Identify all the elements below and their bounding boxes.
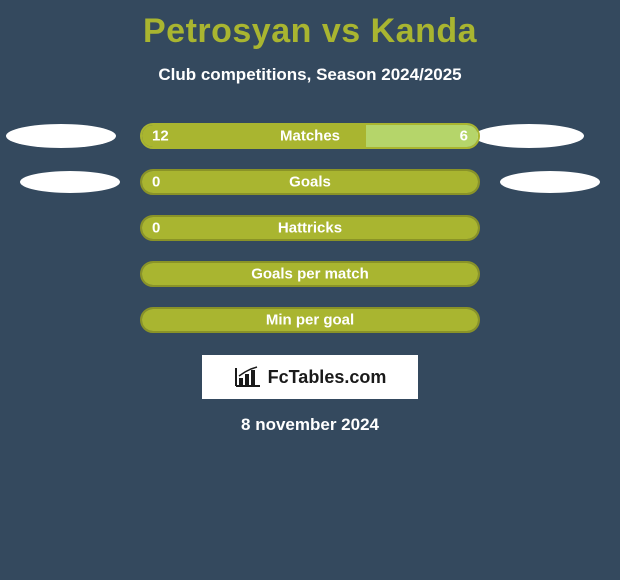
stat-row: Matches12 6 — [0, 113, 620, 159]
stat-value-left: 0 — [152, 174, 160, 191]
player-right-marker — [474, 124, 584, 148]
stat-label: Goals — [142, 174, 478, 191]
stat-label: Matches — [142, 128, 478, 145]
stat-value-left: 12 — [152, 128, 169, 145]
stat-bar: Min per goal — [140, 307, 480, 333]
logo-box: FcTables.com — [202, 355, 418, 399]
player-left-marker — [6, 124, 116, 148]
page-title: Petrosyan vs Kanda — [0, 0, 620, 51]
stat-value-right: 6 — [460, 128, 468, 145]
stat-rows: Matches126Goals0Hattricks0Goals per matc… — [0, 113, 620, 343]
player-left-marker — [20, 171, 120, 193]
logo-text: FcTables.com — [268, 367, 387, 388]
date-text: 8 november 2024 — [0, 415, 620, 435]
player-right-marker — [500, 171, 600, 193]
stat-bar: Matches12 6 — [140, 123, 480, 149]
stat-row: Goals0 — [0, 159, 620, 205]
stat-bar: Hattricks0 — [140, 215, 480, 241]
stat-row: Min per goal — [0, 297, 620, 343]
stat-label: Min per goal — [142, 312, 478, 329]
stat-value-left: 0 — [152, 220, 160, 237]
bar-chart-icon — [234, 366, 262, 388]
page-subtitle: Club competitions, Season 2024/2025 — [0, 65, 620, 85]
stat-label: Hattricks — [142, 220, 478, 237]
stat-row: Hattricks0 — [0, 205, 620, 251]
comparison-infographic: Petrosyan vs Kanda Club competitions, Se… — [0, 0, 620, 580]
stat-label: Goals per match — [142, 266, 478, 283]
stat-bar: Goals per match — [140, 261, 480, 287]
stat-row: Goals per match — [0, 251, 620, 297]
stat-bar: Goals0 — [140, 169, 480, 195]
